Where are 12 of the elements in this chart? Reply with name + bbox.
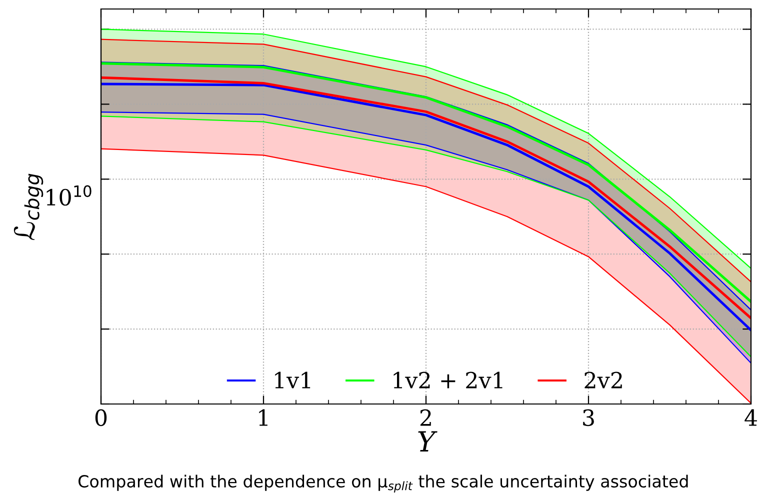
x-tick-label: 1 [259,409,268,426]
x-tick-label: 0 [95,409,107,426]
x-tick-label: 2 [420,409,431,426]
x-axis-title: Y [418,431,438,452]
text: 10$^{10}$ [46,185,92,206]
y-axis-title: ℒ$_{cbgg}$ [14,174,44,240]
legend-label: 1v1 [275,372,310,388]
text: Compared with the dependence on μ$_{split}$ the scale uncertainty associated [78,474,688,493]
legend-label: 1v2 + 2v1 [394,372,502,388]
legend-label: 2v2 [584,372,622,388]
x-tick-label: 3 [583,409,594,426]
x-tick-label: 4 [744,409,757,426]
